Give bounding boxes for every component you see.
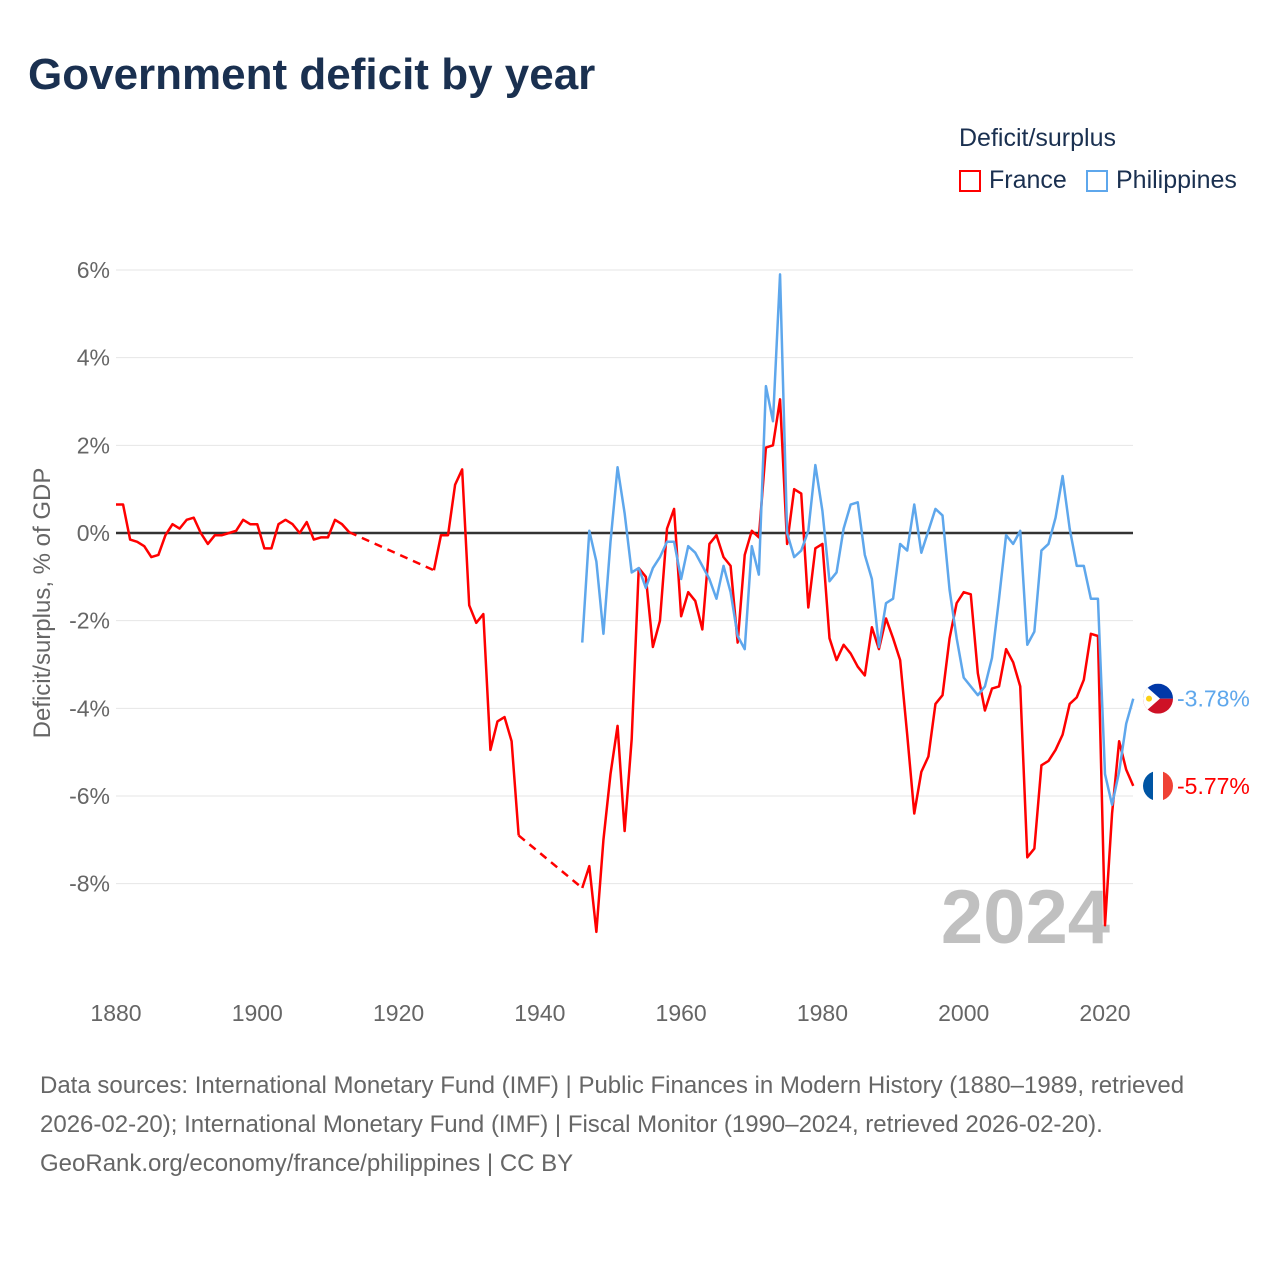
y-tick-label: -8% (69, 871, 110, 897)
end-label-philippines: -3.78% (1177, 686, 1250, 712)
x-tick-label: 1980 (797, 1000, 848, 1026)
x-tick-label: 1880 (90, 1000, 141, 1026)
series-line-philippines (580, 273, 1135, 806)
source-text: Data sources: International Monetary Fun… (40, 1072, 1185, 1138)
legend-label-philippines: Philippines (1116, 166, 1237, 194)
series-gap-france (348, 530, 435, 572)
y-tick-label: -2% (69, 608, 110, 634)
series-line-france (432, 468, 520, 836)
series-line-france (116, 503, 351, 559)
legend-swatch-france (959, 169, 981, 192)
flag-france-icon (1143, 770, 1173, 801)
x-tick-label: 2020 (1079, 1000, 1130, 1026)
flag-stripe (1163, 770, 1173, 801)
flag-stripe (1143, 770, 1153, 801)
y-tick-label: 2% (77, 432, 110, 458)
year-watermark: 2024 (941, 875, 1110, 960)
y-tick-label: -4% (69, 695, 110, 721)
source-credit[interactable]: GeoRank.org/economy/france/philippines |… (40, 1150, 574, 1177)
legend-item-philippines[interactable]: Philippines (1086, 166, 1237, 195)
legend-title: Deficit/surplus (959, 124, 1116, 152)
flag-philippines-icon (1143, 683, 1173, 714)
chart-title: Government deficit by year (28, 50, 596, 99)
y-axis-label: Deficit/surplus, % of GDP (29, 468, 56, 739)
y-tick-label: 0% (77, 520, 110, 546)
x-tick-label: 1960 (656, 1000, 707, 1026)
y-tick-label: 4% (77, 345, 110, 371)
legend-swatch-philippines (1086, 169, 1108, 192)
legend-item-france[interactable]: France (959, 166, 1067, 195)
flag-sun (1146, 695, 1152, 702)
y-tick-label: 6% (77, 257, 110, 283)
x-tick-label: 1900 (232, 1000, 283, 1026)
flag-stripe (1153, 770, 1163, 801)
source-note: Data sources: International Monetary Fun… (40, 1066, 1240, 1183)
x-tick-label: 2000 (938, 1000, 989, 1026)
x-tick-label: 1920 (373, 1000, 424, 1026)
end-label-france: -5.77% (1177, 773, 1250, 799)
x-tick-label: 1940 (514, 1000, 565, 1026)
legend-label-france: France (989, 166, 1067, 194)
series-line-france (581, 398, 1135, 934)
series-gap-france (517, 834, 584, 889)
y-tick-label: -6% (69, 783, 110, 809)
